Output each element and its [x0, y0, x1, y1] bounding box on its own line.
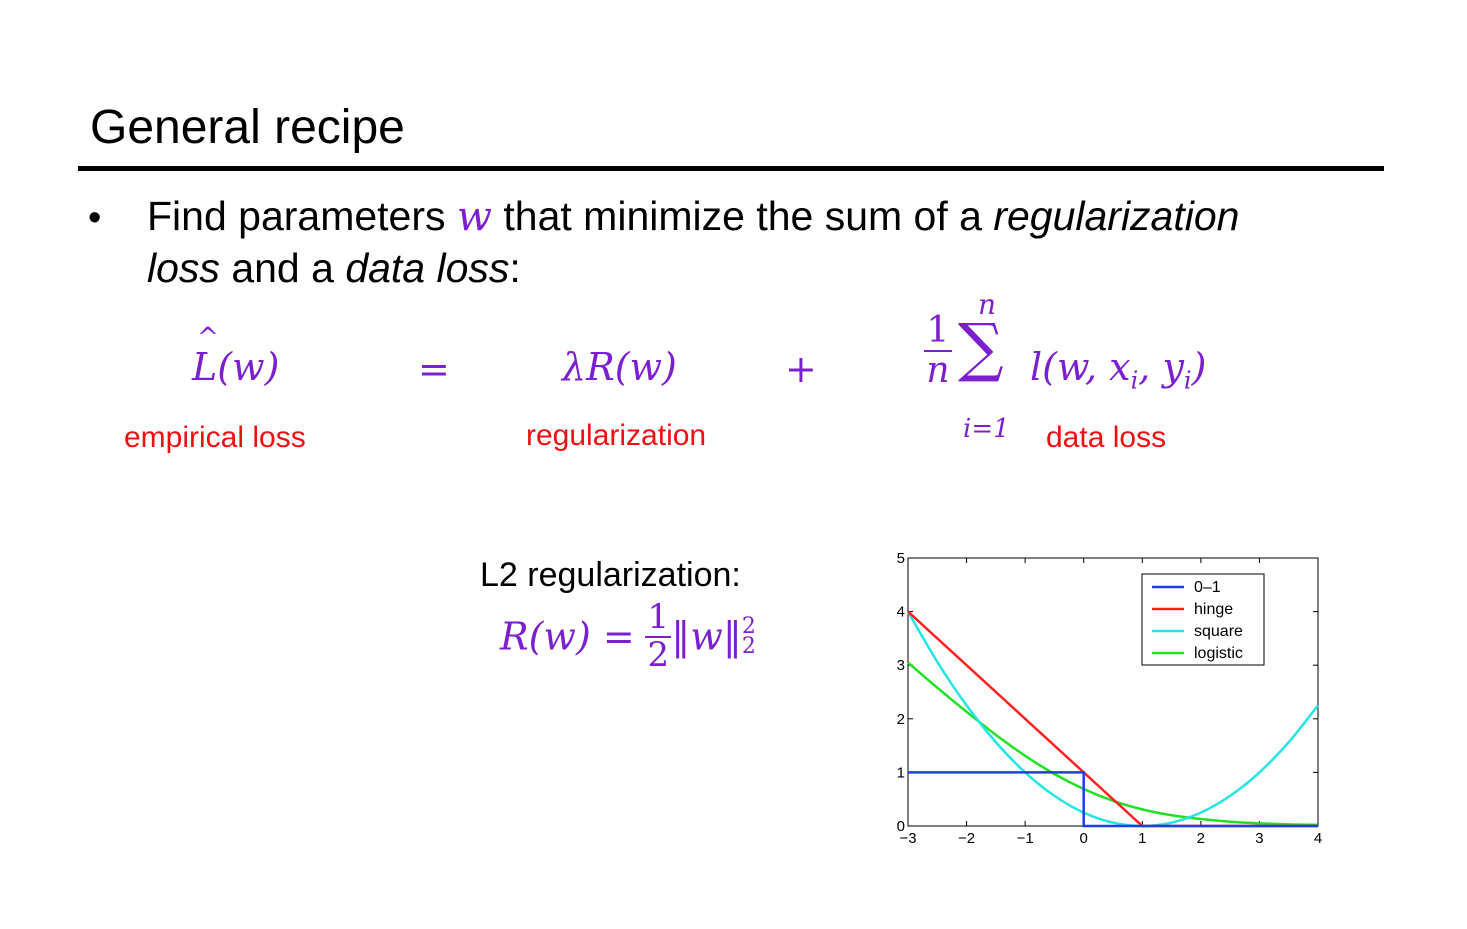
bullet-part-1: Find parameters [147, 193, 457, 239]
l2-formula: R(w) = 1 2 ‖w‖ 2 2 [500, 597, 756, 675]
norm-subscript: 2 [741, 633, 756, 659]
norm-superscript: 2 [741, 613, 756, 639]
label-data-loss: data loss [1046, 421, 1167, 454]
empirical-loss-arg: (w) [217, 345, 280, 389]
plot-series [906, 610, 1319, 828]
bullet-part-5: : [509, 245, 521, 291]
formula-loss-term: l(w, xi, yi) [1030, 345, 1206, 395]
fraction-bar [924, 349, 952, 352]
loss-mid: , y [1138, 345, 1184, 389]
y-tick-label: 2 [897, 711, 905, 728]
x-tick-label: 1 [1138, 830, 1146, 847]
series-line-square [906, 610, 1319, 828]
l2-numerator: 1 [647, 597, 670, 637]
loss-functions-chart: −3 −2 −1 0 1 2 3 4 0 1 2 3 4 5 0–1 hinge square logistic [897, 550, 1323, 847]
norm-open: ‖ [671, 614, 691, 659]
plot-legend: 0–1 hinge square logistic [1141, 573, 1265, 666]
x-tick-label: 3 [1255, 830, 1263, 847]
sum-upper-limit: n [978, 288, 997, 321]
bullet-part-2: that minimize the sum of a [492, 193, 994, 239]
y-tick-label: 0 [897, 818, 905, 835]
x-tick-label: −2 [958, 830, 975, 847]
plus-sign: + [785, 347, 817, 391]
axis-ticks: −3 −2 −1 0 1 2 3 4 0 1 2 3 4 5 [897, 550, 1323, 847]
legend-label: logistic [1194, 645, 1243, 662]
l2-lhs: R(w) = [500, 614, 635, 659]
term-loss: loss [147, 245, 220, 291]
bullet-part-4: and a [219, 245, 346, 291]
formula-regularization-term: λR(w) [562, 345, 677, 389]
l2-denominator: 2 [647, 634, 670, 675]
slide-title: General recipe [90, 101, 405, 154]
legend-label: hinge [1194, 601, 1233, 618]
y-tick-label: 5 [897, 550, 905, 567]
variable-w: w [456, 192, 493, 240]
x-tick-label: 0 [1080, 830, 1088, 847]
summation-symbol: ∑ [958, 311, 1004, 385]
empirical-loss-symbol: L [192, 323, 219, 389]
y-tick-label: 4 [897, 604, 905, 621]
loss-close: ) [1191, 345, 1207, 389]
bullet-marker: • [88, 197, 102, 239]
subscript-i-y: i [1183, 366, 1192, 395]
x-tick-label: −1 [1017, 830, 1034, 847]
x-tick-label: 2 [1197, 830, 1205, 847]
term-data-loss: data loss [345, 245, 510, 291]
fraction-numerator: 1 [926, 310, 950, 351]
l2-heading: L2 regularization: [480, 556, 741, 594]
x-tick-label: −3 [899, 830, 916, 847]
l2-w: w [690, 614, 723, 659]
legend-box [1141, 573, 1265, 666]
loss-fn: l(w, x [1030, 345, 1131, 389]
formula-fraction: 1 n [924, 312, 952, 390]
y-tick-label: 3 [897, 657, 905, 674]
norm-close: ‖ [722, 614, 742, 659]
bullet-text: Find parameters w that minimize the sum … [147, 190, 1407, 294]
l2-fraction-bar [645, 635, 672, 638]
x-tick-label: 4 [1314, 830, 1322, 847]
equals-sign: = [418, 347, 450, 391]
legend-label: 0–1 [1194, 579, 1221, 596]
formula-empirical-loss: L(w) [192, 323, 280, 390]
fraction-denominator: n [926, 349, 950, 391]
term-regularization: regularization [993, 193, 1240, 239]
legend-label: square [1194, 623, 1243, 640]
y-tick-label: 1 [897, 764, 905, 781]
subscript-i-x: i [1130, 366, 1139, 395]
sum-lower-limit: i=1 [963, 414, 1010, 444]
series-line-01 [908, 771, 1318, 828]
label-empirical-loss: empirical loss [124, 421, 306, 454]
title-underline [78, 166, 1384, 171]
label-regularization: regularization [526, 419, 707, 452]
